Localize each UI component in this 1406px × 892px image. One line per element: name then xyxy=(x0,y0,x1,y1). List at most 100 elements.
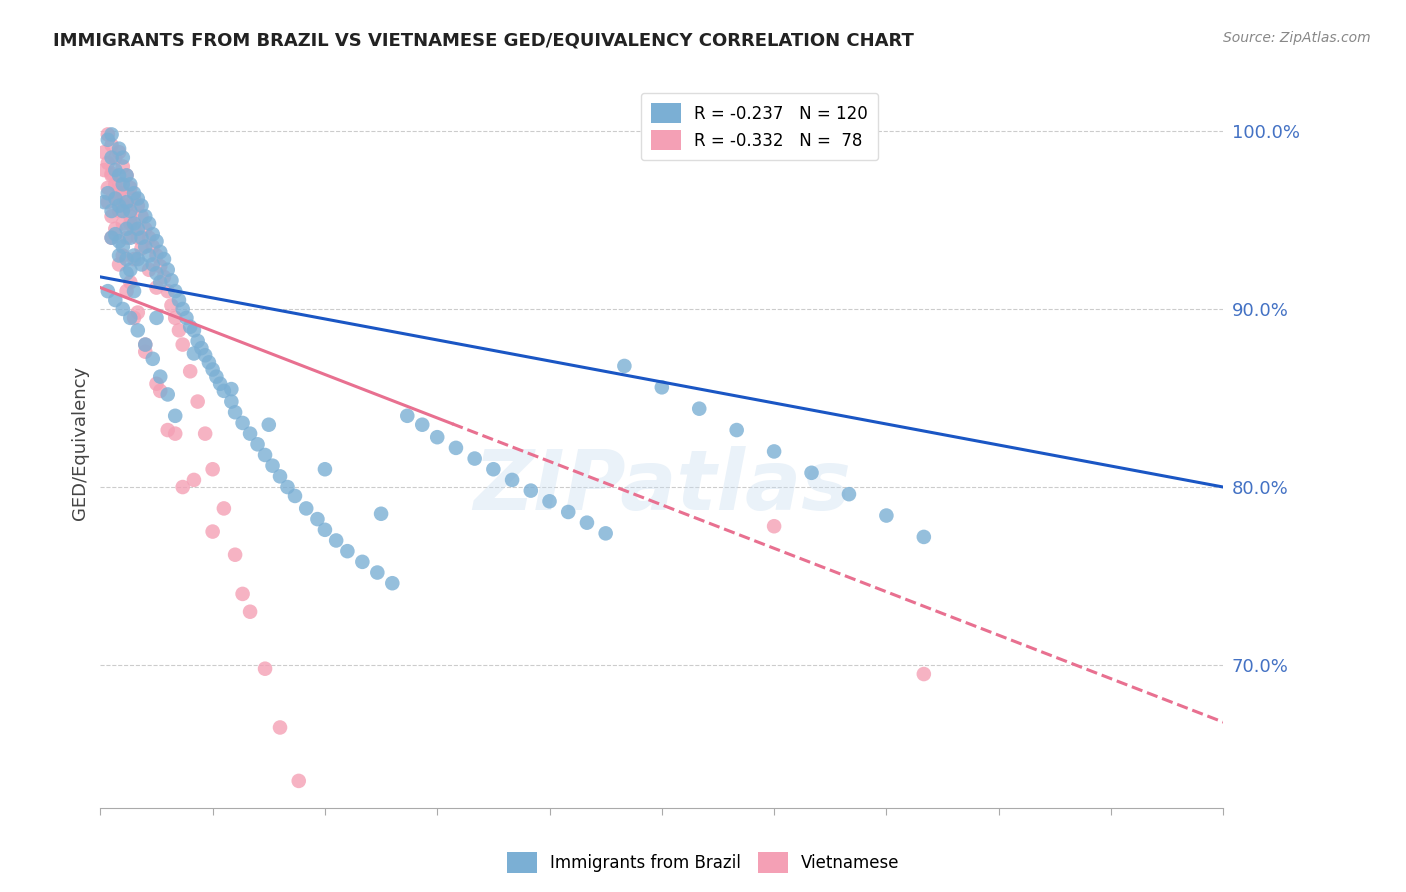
Point xyxy=(201,524,224,539)
Point xyxy=(93,195,115,210)
Point xyxy=(138,217,160,231)
Point xyxy=(396,409,419,423)
Point xyxy=(134,337,156,351)
Point xyxy=(187,394,209,409)
Point xyxy=(145,266,167,280)
Point xyxy=(100,210,122,224)
Point xyxy=(104,151,127,165)
Point xyxy=(97,133,120,147)
Point xyxy=(595,526,617,541)
Point xyxy=(100,167,122,181)
Legend: Immigrants from Brazil, Vietnamese: Immigrants from Brazil, Vietnamese xyxy=(501,846,905,880)
Point xyxy=(131,257,153,271)
Point xyxy=(142,239,165,253)
Point xyxy=(120,231,142,245)
Point xyxy=(160,298,183,312)
Point xyxy=(131,241,153,255)
Point xyxy=(115,284,138,298)
Point xyxy=(575,516,598,530)
Point xyxy=(120,204,142,219)
Point xyxy=(688,401,710,416)
Point xyxy=(370,507,392,521)
Point xyxy=(520,483,543,498)
Text: Source: ZipAtlas.com: Source: ZipAtlas.com xyxy=(1223,31,1371,45)
Point xyxy=(142,227,165,242)
Point xyxy=(122,248,145,262)
Point xyxy=(262,458,284,473)
Point xyxy=(209,376,232,391)
Point xyxy=(145,234,167,248)
Point xyxy=(183,473,205,487)
Point xyxy=(156,284,179,298)
Point xyxy=(120,310,142,325)
Point xyxy=(127,323,149,337)
Point xyxy=(156,387,179,401)
Point xyxy=(127,222,149,236)
Point xyxy=(239,426,262,441)
Point xyxy=(115,231,138,245)
Point xyxy=(725,423,748,437)
Point xyxy=(104,163,127,178)
Point xyxy=(149,369,172,384)
Point xyxy=(269,721,291,735)
Point xyxy=(912,530,935,544)
Point xyxy=(134,210,156,224)
Point xyxy=(165,426,187,441)
Point xyxy=(134,239,156,253)
Point xyxy=(295,501,318,516)
Point xyxy=(108,142,131,156)
Point xyxy=(172,337,194,351)
Point xyxy=(307,512,329,526)
Point xyxy=(246,437,269,451)
Point xyxy=(108,204,131,219)
Point xyxy=(165,310,187,325)
Point xyxy=(190,341,212,355)
Point xyxy=(221,382,243,396)
Point xyxy=(122,252,145,266)
Point xyxy=(115,199,138,213)
Point xyxy=(838,487,860,501)
Legend: R = -0.237   N = 120, R = -0.332   N =  78: R = -0.237 N = 120, R = -0.332 N = 78 xyxy=(641,93,879,161)
Point xyxy=(464,451,486,466)
Point xyxy=(145,248,167,262)
Point xyxy=(254,662,277,676)
Point xyxy=(276,480,298,494)
Y-axis label: GED/Equivalency: GED/Equivalency xyxy=(72,366,89,520)
Point xyxy=(138,262,160,277)
Point xyxy=(287,773,309,788)
Point xyxy=(127,252,149,266)
Point xyxy=(122,217,145,231)
Point xyxy=(115,266,138,280)
Point xyxy=(97,181,120,195)
Point xyxy=(97,284,120,298)
Point xyxy=(120,181,142,195)
Point xyxy=(153,252,176,266)
Point xyxy=(352,555,374,569)
Point xyxy=(257,417,280,432)
Point xyxy=(104,222,127,236)
Point xyxy=(336,544,359,558)
Point xyxy=(115,169,138,183)
Point xyxy=(104,192,127,206)
Point xyxy=(763,444,786,458)
Point xyxy=(115,169,138,183)
Point xyxy=(104,192,127,206)
Point xyxy=(108,169,131,183)
Point xyxy=(111,199,134,213)
Point xyxy=(172,301,194,316)
Point xyxy=(120,262,142,277)
Point xyxy=(122,310,145,325)
Point xyxy=(183,323,205,337)
Point xyxy=(122,192,145,206)
Point xyxy=(149,244,172,259)
Point xyxy=(93,163,115,178)
Point xyxy=(411,417,433,432)
Point xyxy=(111,160,134,174)
Point xyxy=(115,195,138,210)
Point xyxy=(221,394,243,409)
Point xyxy=(131,210,153,224)
Point xyxy=(153,269,176,284)
Point xyxy=(212,384,235,398)
Point xyxy=(142,257,165,271)
Point xyxy=(145,310,167,325)
